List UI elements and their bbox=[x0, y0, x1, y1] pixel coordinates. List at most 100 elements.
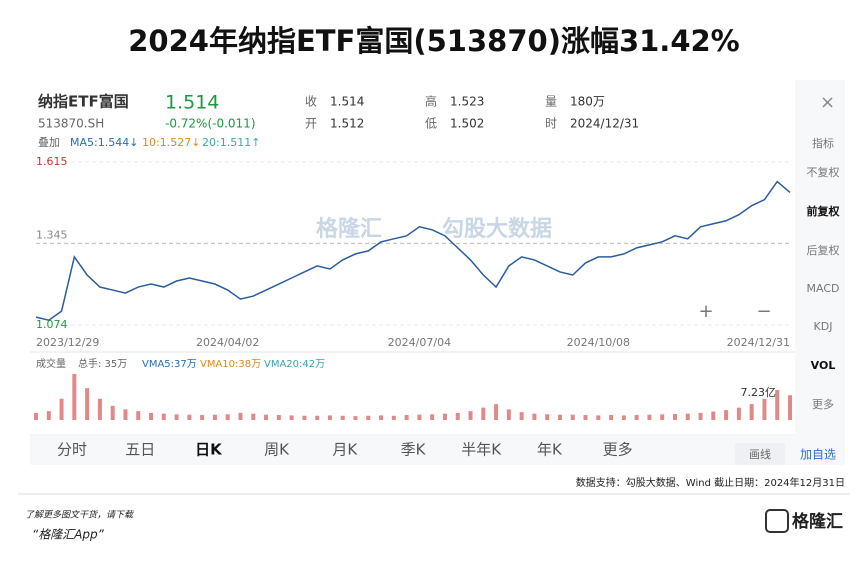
volume-bar bbox=[532, 413, 537, 420]
volume-bar bbox=[340, 415, 345, 420]
zoom-in[interactable]: + bbox=[698, 301, 713, 322]
draw-button-bg bbox=[735, 443, 785, 465]
watermark: 格隆汇 bbox=[316, 216, 382, 242]
tab[interactable]: 季K bbox=[401, 441, 427, 459]
tab[interactable]: 半年K bbox=[461, 441, 502, 459]
volume-bar bbox=[481, 407, 486, 420]
volume-bar bbox=[634, 415, 639, 420]
volume-bar bbox=[442, 413, 447, 420]
volume-bar bbox=[596, 415, 601, 420]
promo: 了解更多图文干货，请下载 bbox=[25, 510, 134, 521]
tab[interactable]: 年K bbox=[537, 441, 563, 459]
field-label: 收 bbox=[305, 95, 317, 109]
volume-bar bbox=[711, 411, 716, 420]
volume-bar bbox=[455, 412, 460, 420]
volume-bar bbox=[276, 415, 281, 420]
close-icon[interactable]: × bbox=[820, 92, 835, 113]
ma20: 20:1.511↑ bbox=[202, 136, 260, 149]
price-line bbox=[35, 180, 791, 321]
volume-bar bbox=[59, 398, 64, 420]
y-tick-label: 1.345 bbox=[36, 228, 68, 241]
volume-bar bbox=[353, 416, 358, 420]
side-menu-item[interactable]: 更多 bbox=[812, 397, 834, 411]
tab[interactable]: 分时 bbox=[57, 441, 87, 459]
side-menu-item[interactable]: 后复权 bbox=[807, 243, 840, 257]
field-label: 量 bbox=[545, 95, 557, 109]
volume-bar bbox=[506, 409, 511, 420]
stock-name: 纳指ETF富国 bbox=[38, 93, 129, 111]
tab[interactable]: 五日 bbox=[125, 441, 155, 459]
field-value: 1.502 bbox=[450, 117, 484, 131]
volume-bar bbox=[583, 415, 588, 420]
volume-bar bbox=[494, 404, 499, 420]
volume-bar bbox=[149, 412, 154, 420]
volume-bar bbox=[264, 414, 269, 420]
volume-bar bbox=[136, 411, 141, 420]
side-menu-item[interactable]: 指标 bbox=[812, 136, 834, 150]
volume-bar bbox=[72, 374, 77, 420]
add-watch[interactable]: 加自选 bbox=[800, 448, 836, 462]
field-value: 1.523 bbox=[450, 95, 484, 109]
volume-bar bbox=[97, 398, 102, 420]
side-menu-item[interactable]: 不复权 bbox=[807, 165, 840, 179]
volume-bar bbox=[545, 414, 550, 420]
volume-bar bbox=[251, 413, 256, 420]
y-tick-label: 1.615 bbox=[36, 155, 68, 168]
stock-code: 513870.SH bbox=[38, 117, 104, 131]
ma10: 10:1.527↓ bbox=[142, 136, 200, 149]
x-tick-label: 2023/12/29 bbox=[36, 336, 99, 349]
x-tick-label: 2024/10/08 bbox=[567, 336, 630, 349]
volume-bar bbox=[698, 412, 703, 420]
zoom-out[interactable]: − bbox=[756, 301, 771, 322]
tab[interactable]: 更多 bbox=[603, 441, 633, 459]
volume-bar bbox=[609, 415, 614, 420]
volume-bar bbox=[85, 388, 90, 420]
volume-bar bbox=[570, 414, 575, 420]
field-label: 高 bbox=[425, 94, 437, 109]
chart-panel bbox=[30, 80, 795, 435]
volume-bar bbox=[238, 412, 243, 420]
volume-bar bbox=[724, 410, 729, 420]
volume-bar bbox=[391, 415, 396, 420]
field-label: 低 bbox=[425, 117, 437, 131]
volume-bar bbox=[212, 414, 217, 420]
field-value: 180万 bbox=[570, 95, 605, 109]
volume-bar bbox=[647, 414, 652, 420]
vma20: VMA20:42万 bbox=[264, 359, 325, 370]
tab[interactable]: 周K bbox=[264, 441, 290, 459]
tab[interactable]: 日K bbox=[195, 441, 223, 459]
volume-bar bbox=[775, 389, 780, 420]
y-tick-label: 1.074 bbox=[36, 318, 68, 331]
volume-bar bbox=[302, 415, 307, 420]
x-tick-label: 2024/04/02 bbox=[196, 336, 259, 349]
volume-bar bbox=[366, 415, 371, 420]
volume-bar bbox=[672, 413, 677, 420]
volume-bar bbox=[660, 414, 665, 420]
side-menu-item[interactable]: KDJ bbox=[814, 320, 833, 333]
volume-bar bbox=[187, 414, 192, 420]
volume-annotation: 7.23亿 bbox=[741, 386, 777, 399]
ma5: MA5:1.544↓ bbox=[70, 136, 138, 149]
vol-label: 成交量 bbox=[36, 357, 66, 370]
volume-bar bbox=[621, 415, 626, 420]
volume-bar bbox=[749, 404, 754, 420]
draw-button[interactable]: 画线 bbox=[749, 447, 771, 461]
volume-bar bbox=[788, 395, 792, 420]
tab[interactable]: 月K bbox=[332, 441, 358, 459]
side-menu-item[interactable]: 前复权 bbox=[807, 204, 841, 218]
vma10: VMA10:38万 bbox=[200, 359, 261, 370]
volume-bar bbox=[468, 411, 473, 420]
volume-bar bbox=[200, 415, 205, 420]
volume-bar bbox=[736, 407, 741, 420]
side-menu-item[interactable]: MACD bbox=[807, 282, 840, 295]
volume-bar bbox=[174, 414, 179, 420]
x-tick-label: 2024/07/04 bbox=[388, 336, 451, 349]
logo-icon bbox=[765, 509, 789, 533]
volume-bar bbox=[685, 413, 690, 420]
field-value: 2024/12/31 bbox=[570, 117, 639, 131]
volume-bar bbox=[519, 412, 524, 420]
title: 2024年纳指ETF富国(513870)涨幅31.42% bbox=[128, 24, 739, 58]
app-name: “格隆汇App” bbox=[32, 528, 105, 542]
side-menu-item[interactable]: VOL bbox=[811, 359, 836, 372]
